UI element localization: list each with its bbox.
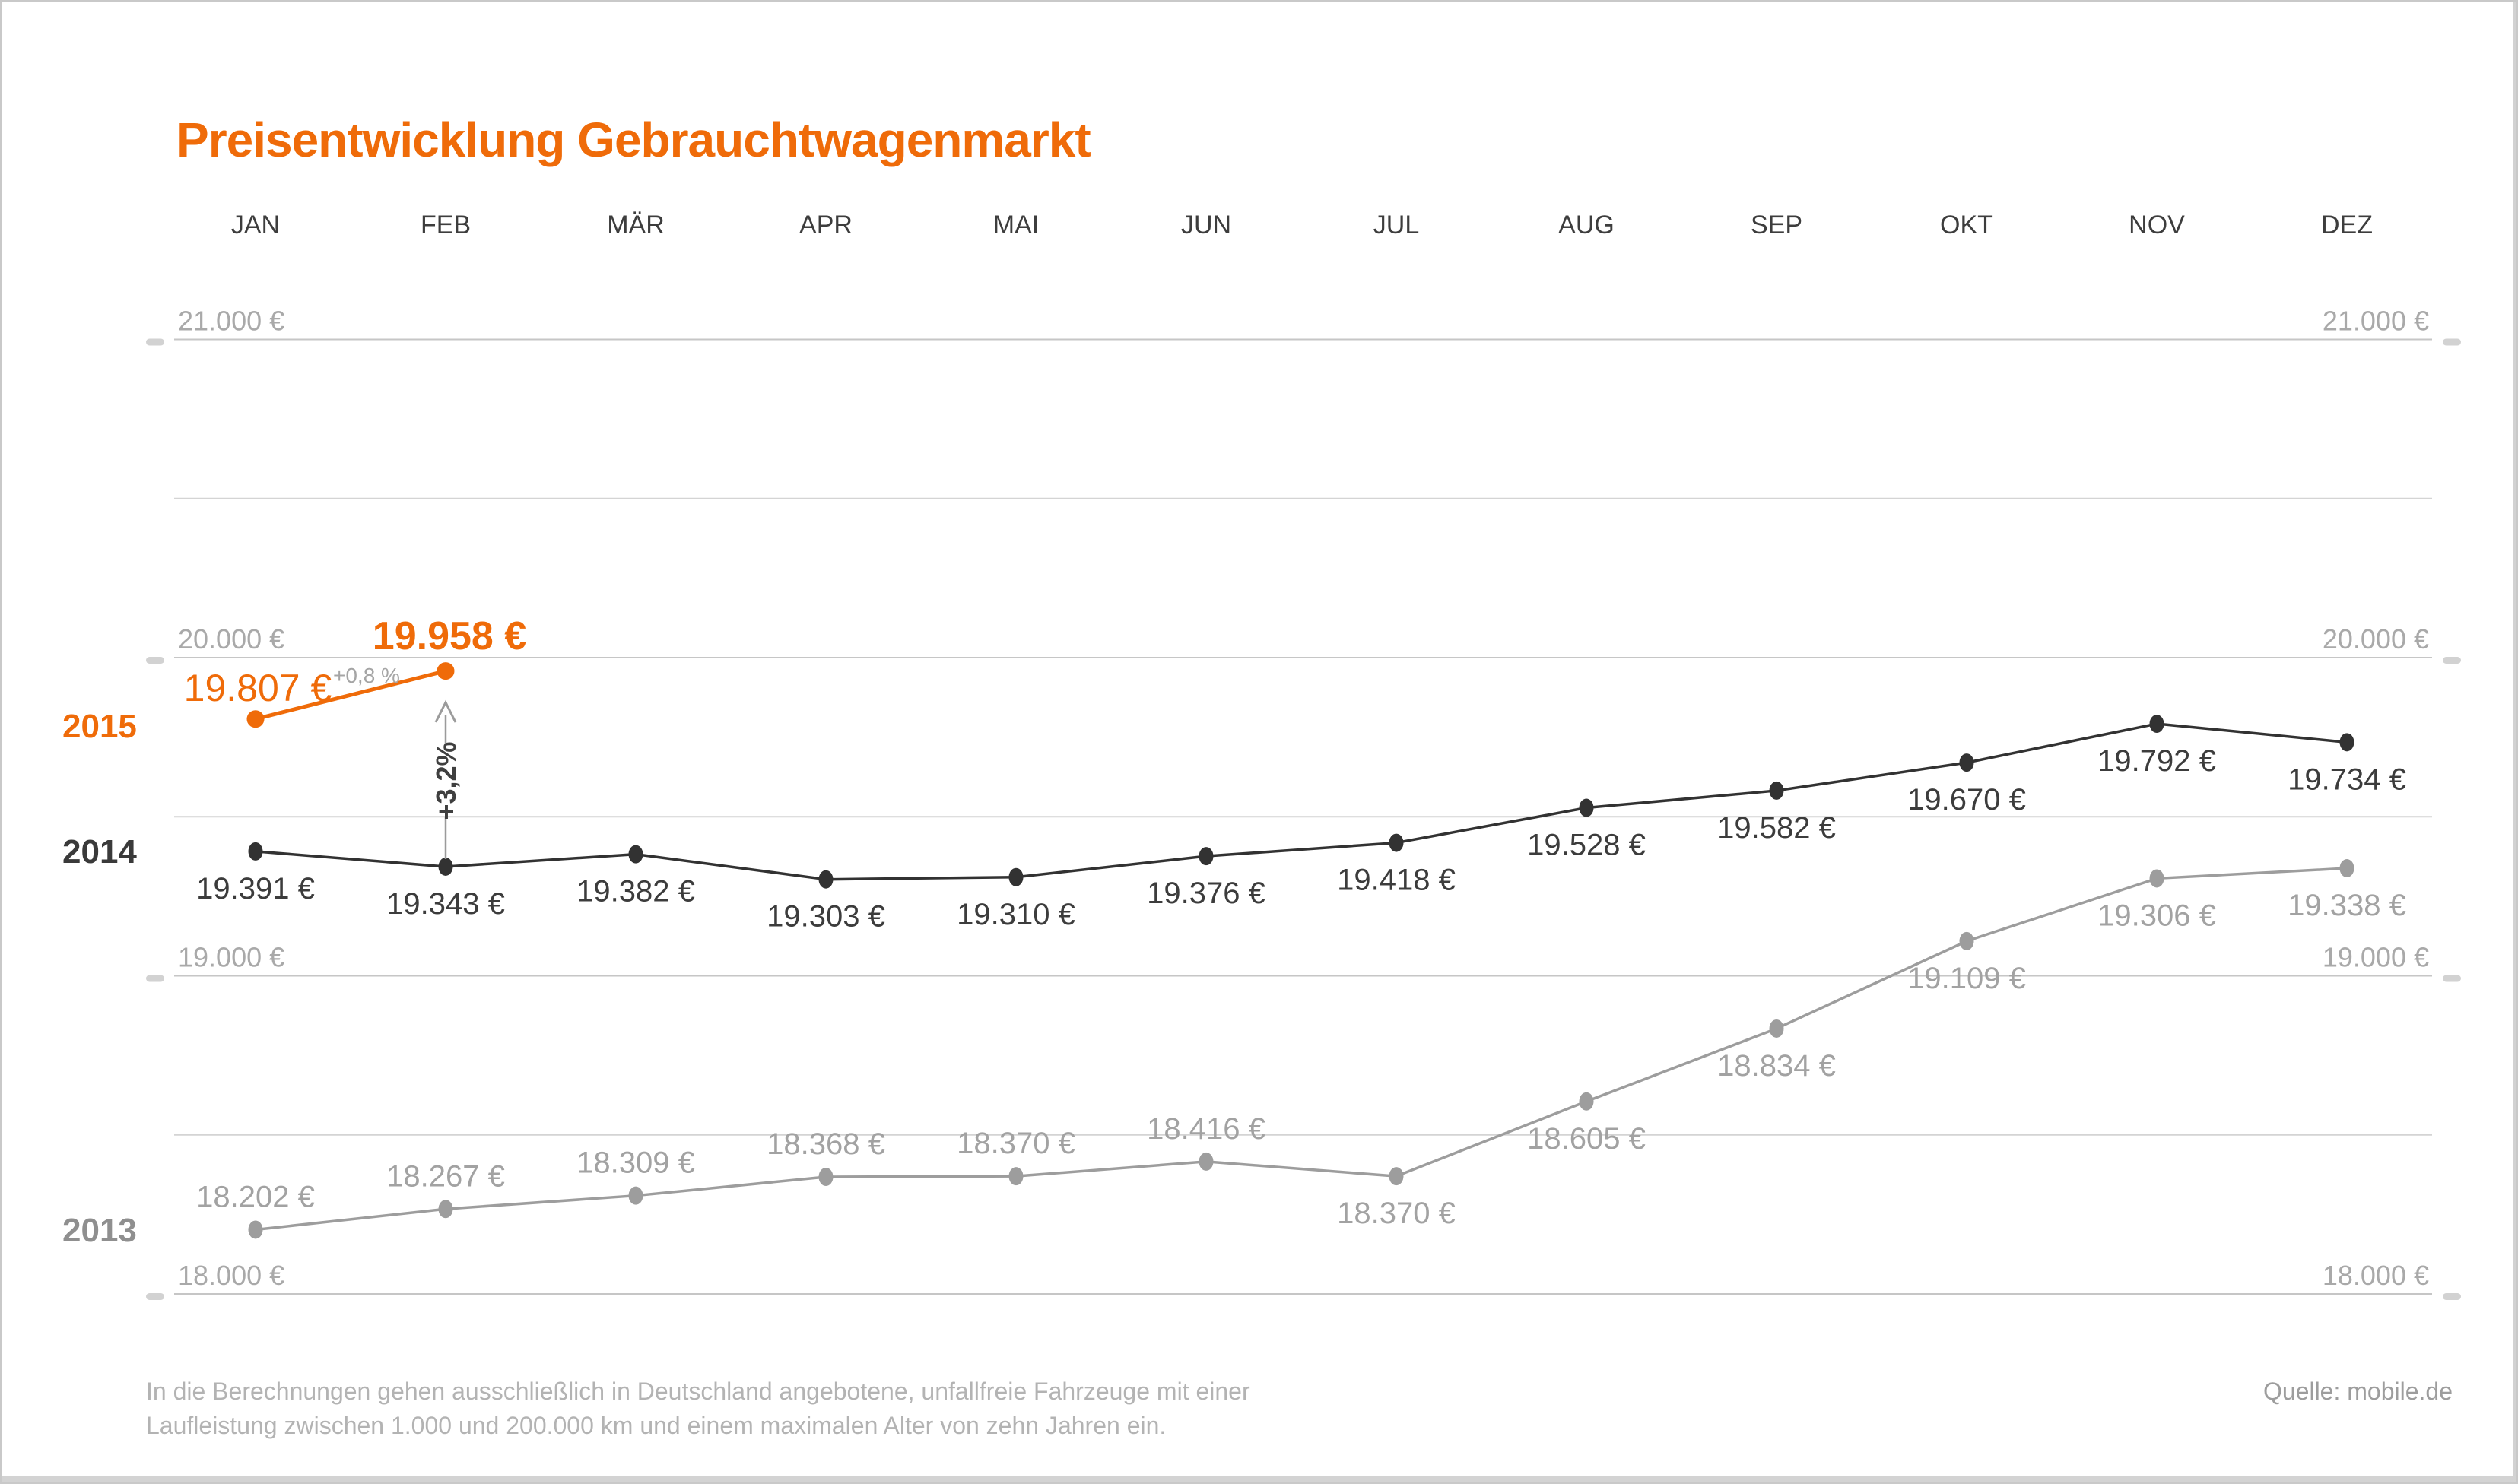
month-label-okt: OKT [1940,211,1993,239]
month-label-apr: APR [799,211,853,239]
point-2013-feb [438,1200,453,1219]
value-label-2013-mai: 18.370 € [957,1127,1075,1160]
month-label-jun: JUN [1181,211,1231,239]
value-label-2015-jan: 19.807 € [184,667,332,709]
point-2013-jun [1199,1152,1214,1171]
value-label-2013-jun: 18.416 € [1147,1112,1265,1146]
axis-label-right-20000: 20.000 € [2323,623,2429,655]
axis-tick-right-20000 [2443,657,2461,664]
point-2014-nov [2149,715,2164,734]
axis-tick-right-18000 [2443,1293,2461,1300]
point-2013-aug [1579,1092,1594,1111]
point-2013-dez [2339,859,2354,878]
value-label-2013-jan: 18.202 € [196,1180,315,1213]
value-label-2013-aug: 18.605 € [1527,1122,1646,1156]
value-label-2014-jan: 19.391 € [196,872,315,905]
value-label-2014-aug: 19.528 € [1527,829,1646,862]
value-label-2013-dez: 19.338 € [2288,889,2406,922]
point-2015-feb [437,662,455,680]
value-label-2013-jul: 18.370 € [1337,1197,1456,1230]
series-year-label-2014: 2014 [62,833,137,870]
point-2014-feb [438,857,453,876]
month-label-jan: JAN [231,211,280,239]
series-line-2014 [255,722,2348,881]
axis-tick-right-21000 [2443,338,2461,346]
month-label-mär: MÄR [607,211,665,239]
value-label-2014-nov: 19.792 € [2097,744,2216,778]
point-2014-aug [1579,798,1594,817]
point-2014-jan [248,842,263,861]
axis-tick-left-20000 [146,657,164,664]
footer-note-line1: In die Berechnungen gehen ausschließlich… [146,1378,1250,1405]
value-label-2014-feb: 19.343 € [386,887,505,921]
value-label-2014-jul: 19.418 € [1337,864,1456,897]
value-label-2013-okt: 19.109 € [1907,962,2026,995]
axis-label-left-19000: 19.000 € [178,942,284,973]
point-2014-mär [628,845,643,864]
month-label-jul: JUL [1373,211,1419,239]
axis-tick-left-19000 [146,975,164,982]
month-label-nov: NOV [2129,211,2185,239]
footer-note: In die Berechnungen gehen ausschließlich… [146,1375,1250,1443]
month-label-dez: DEZ [2321,211,2373,239]
value-label-2014-jun: 19.376 € [1147,877,1265,910]
series-line-2015 [255,669,446,721]
point-2013-mär [628,1186,643,1205]
value-label-2013-feb: 18.267 € [386,1159,505,1193]
footer-note-line2: Laufleistung zwischen 1.000 und 200.000 … [146,1412,1167,1439]
point-2014-sep [1769,781,1784,800]
point-2013-apr [818,1167,834,1186]
axis-label-left-20000: 20.000 € [178,623,284,655]
value-label-2014-okt: 19.670 € [1907,783,2026,817]
point-2015-jan [246,710,265,728]
yoy-change-label: +3,2% [430,741,462,820]
value-label-2014-apr: 19.303 € [767,900,885,934]
axis-label-right-19000: 19.000 € [2323,942,2429,973]
point-2014-mai [1008,867,1024,886]
frame-bottom-edge [2,1476,2516,1482]
month-label-feb: FEB [421,211,471,239]
point-2014-apr [818,870,834,889]
frame-right-edge [2513,2,2516,1482]
axis-label-right-18000: 18.000 € [2323,1260,2429,1291]
axis-label-right-21000: 21.000 € [2323,306,2429,337]
value-label-2014-mai: 19.310 € [957,898,1075,931]
point-2013-sep [1769,1019,1784,1038]
page-title: Preisentwicklung Gebrauchtwagenmarkt [176,112,1091,167]
point-2014-jun [1199,847,1214,866]
point-2014-dez [2339,733,2354,752]
value-label-2013-sep: 18.834 € [1717,1049,1836,1083]
axis-tick-right-19000 [2443,975,2461,982]
month-label-mai: MAI [993,211,1039,239]
month-label-aug: AUG [1558,211,1615,239]
value-label-2013-apr: 18.368 € [767,1127,885,1161]
point-2014-jul [1389,833,1404,852]
value-label-2014-sep: 19.582 € [1717,811,1836,845]
point-2014-okt [1959,753,1974,772]
month-label-sep: SEP [1751,211,1802,239]
value-label-2014-dez: 19.734 € [2288,763,2406,796]
value-change-label-2015: +0,8 % [333,664,400,687]
value-label-2014-mär: 19.382 € [576,875,695,908]
point-2013-mai [1008,1167,1024,1186]
point-2013-nov [2149,869,2164,888]
axis-label-left-18000: 18.000 € [178,1260,284,1291]
axis-tick-left-21000 [146,338,164,346]
series-year-label-2015: 2015 [62,708,137,745]
series-year-label-2013: 2013 [62,1212,137,1249]
axis-label-left-21000: 21.000 € [178,306,284,337]
point-2013-okt [1959,931,1974,950]
source-credit: Quelle: mobile.de [2262,1378,2453,1405]
value-label-2015-feb: 19.958 € [373,614,526,658]
point-2013-jul [1389,1167,1404,1186]
series-line-2013 [255,867,2348,1232]
value-label-2013-mär: 18.309 € [576,1146,695,1180]
axis-tick-left-18000 [146,1293,164,1300]
value-label-2013-nov: 19.306 € [2097,899,2216,932]
yoy-arrow-head [434,699,457,723]
point-2013-jan [248,1220,263,1239]
